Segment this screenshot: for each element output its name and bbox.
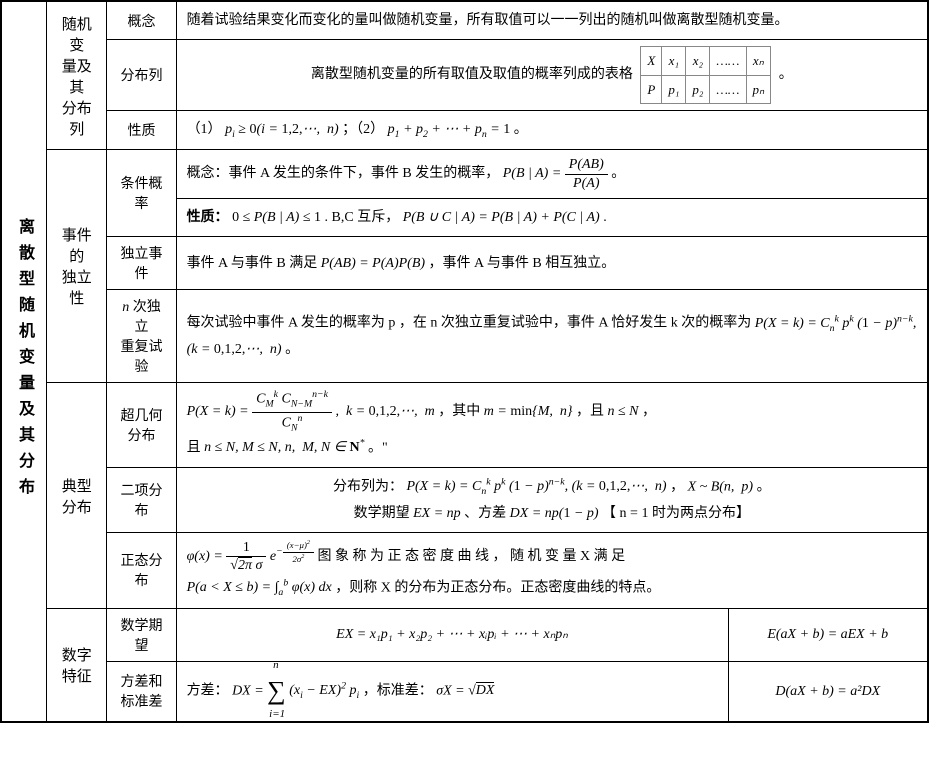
cat4: 数字特征	[47, 608, 107, 721]
content-duli: 事件 A 与事件 B 满足 P(AB) = P(A)P(B) ，事件 A 与事件…	[176, 237, 928, 290]
sub-fenbulie: 分布列	[107, 40, 176, 111]
title-vertical: 离散型随机变量及其分布	[1, 1, 47, 722]
sub-xingzhi: 性质	[107, 110, 176, 149]
mini-p-1: p₁	[662, 75, 686, 103]
mini-x-2: x₂	[686, 47, 710, 75]
mini-p-0: P	[641, 75, 662, 103]
content-zhengtai: φ(x) = 1√2π σ e−(x−μ)22σ2 图 象 称 为 正 态 密 …	[176, 532, 928, 608]
sub-sxqw: 数学期望	[107, 608, 176, 661]
content-tiaojian-gn: 概念：事件 A 发生的条件下，事件 B 发生的概率， P(B | A) = P(…	[176, 150, 928, 199]
mini-p-4: pₙ	[746, 75, 771, 103]
sub-erxiang: 二项分布	[107, 467, 176, 532]
content-nci: 每次试验中事件 A 发生的概率为 p ，在 n 次独立重复试验中，事件 A 恰好…	[176, 290, 928, 383]
mini-x-1: x₁	[662, 47, 686, 75]
content-fangcha-right: D(aX + b) = a²DX	[728, 661, 928, 721]
content-xingzhi: （1） pi ≥ 0(i = 1,2,⋯, n) ；（2） p1 + p2 + …	[176, 110, 928, 149]
content-sxqw-right: E(aX + b) = aEX + b	[728, 608, 928, 661]
cat1: 随机变量及其分布列	[47, 1, 107, 150]
mini-x-3: ……	[710, 47, 746, 75]
mini-p-3: ……	[710, 75, 746, 103]
content-erxiang: 分布列为： P(X = k) = Cnk pk (1 − p)n−k, (k =…	[176, 467, 928, 532]
sub-gainian: 概念	[107, 1, 176, 40]
content-gainian: 随着试验结果变化而变化的量叫做随机变量，所有取值可以一一列出的随机叫做离散型随机…	[176, 1, 928, 40]
main-table: 离散型随机变量及其分布 随机变量及其分布列 概念 随着试验结果变化而变化的量叫做…	[0, 0, 929, 723]
mini-x-4: xₙ	[746, 47, 771, 75]
cat3: 典型分布	[47, 383, 107, 608]
content-fangcha-left: 方差： DX = n ∑ i=1 (xi − EX)2 pi ，标准差： σX …	[176, 661, 728, 721]
content-tiaojian-xz: 性质： 0 ≤ P(B | A) ≤ 1 . B,C 互斥， P(B ∪ C |…	[176, 199, 928, 237]
sub-chaojihe: 超几何分布	[107, 383, 176, 467]
mini-x-0: X	[641, 47, 662, 75]
content-chaojihe: P(X = k) = CMk CN−Mn−kCNn , k = 0,1,2,⋯,…	[176, 383, 928, 467]
mini-p-2: p₂	[686, 75, 710, 103]
mini-table: X x₁ x₂ …… xₙ P p₁ p₂ …… pₙ	[640, 46, 771, 104]
content-fenbulie: 离散型随机变量的所有取值及取值的概率列成的表格 X x₁ x₂ …… xₙ P …	[176, 40, 928, 111]
fenbulie-post: 。	[779, 67, 793, 82]
sub-tiaojian: 条件概率	[107, 150, 176, 237]
sub-zhengtai: 正态分布	[107, 532, 176, 608]
fenbulie-pre: 离散型随机变量的所有取值及取值的概率列成的表格	[311, 67, 633, 82]
cat2: 事件的独立性	[47, 150, 107, 383]
sub-fangcha: 方差和标准差	[107, 661, 176, 721]
sub-nci: n 次独立重复试验	[107, 290, 176, 383]
sub-duli: 独立事件	[107, 237, 176, 290]
content-sxqw-left: EX = x₁p₁ + x₂p₂ + ⋯ + xᵢpᵢ + ⋯ + xₙpₙ	[176, 608, 728, 661]
